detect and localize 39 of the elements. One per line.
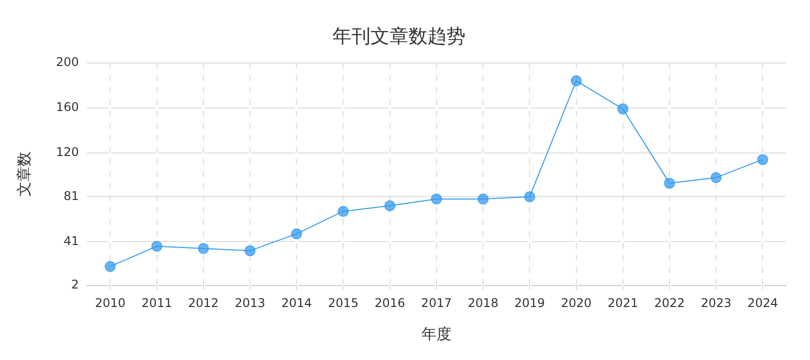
point [478,193,489,204]
point [430,193,442,204]
x-tick-label: 2019 [514,296,545,310]
point [570,75,582,86]
point [710,172,722,184]
x-tick-label: 2014 [281,296,312,310]
x-axis-title: 年度 [421,324,452,343]
x-tick-label: 2011 [142,296,172,310]
x-tick-label: 2023 [700,296,732,310]
x-tick-label: 2018 [468,296,498,310]
y-tick-label: 200 [56,54,79,69]
point [198,242,209,254]
point [291,228,302,240]
point [338,206,349,217]
point [617,103,628,114]
point [524,191,536,202]
point [104,260,116,272]
y-tick-label: 81 [64,188,79,203]
y-axis-title: 文章数 [14,152,33,197]
y-tick-label: 41 [64,234,79,248]
y-tick-label: 160 [56,100,79,114]
y-tick-label: 120 [56,144,79,159]
x-tick-label: 2022 [654,296,685,310]
x-tick-label: 2021 [608,296,638,310]
x-tick-label: 2010 [94,296,126,310]
x-tick-label: 2017 [421,296,452,310]
x-tick-label: 2012 [188,296,219,310]
point [384,200,396,212]
x-tick-label: 2016 [374,296,406,310]
x-tick-label: 2020 [561,296,592,310]
chart-title: 年刊文章数趋势 [332,25,466,48]
point [664,178,675,189]
x-tick-label: 2015 [328,296,359,310]
x-tick-label: 2024 [747,296,778,310]
point [151,240,162,252]
x-tick-label: 2013 [234,296,266,310]
point [244,245,256,256]
point [757,154,768,166]
y-tick-label: 2 [71,278,79,292]
